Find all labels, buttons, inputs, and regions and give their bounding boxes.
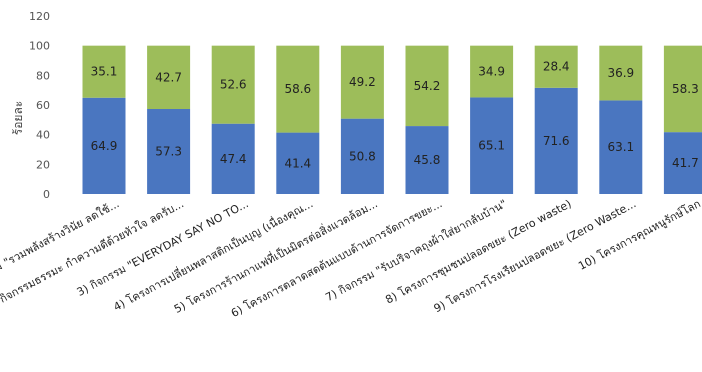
bar-segment-upper [340, 45, 384, 119]
data-label: 36.9 [607, 66, 634, 80]
bar-segment-upper [405, 45, 449, 127]
bar-segment-lower [340, 118, 384, 194]
bar-segment-lower [82, 97, 126, 194]
data-label: 64.9 [91, 139, 118, 153]
data-label: 54.2 [414, 79, 441, 93]
bar-segment-lower [470, 97, 514, 194]
y-axis-label: ร้อยละ [11, 101, 25, 135]
y-axis: 0 20 40 60 80 100 120 [29, 10, 50, 201]
data-label: 63.1 [607, 140, 634, 154]
y-tick-label: 100 [29, 40, 50, 53]
y-tick-label: 120 [29, 10, 50, 23]
bar-segment-lower [276, 132, 320, 194]
data-label: 65.1 [478, 139, 505, 153]
x-category-label: 10) โครงการคุณหนูรักษ์โลก [576, 196, 702, 272]
data-label: 52.6 [220, 78, 247, 92]
data-label: 58.6 [284, 82, 311, 96]
bar-segment-upper [276, 45, 320, 133]
y-tick-label: 60 [36, 99, 50, 112]
data-label: 45.8 [414, 153, 441, 167]
bar-segment-lower [405, 126, 449, 194]
bar-segment-upper [534, 45, 578, 88]
bar-segment-upper [663, 45, 702, 133]
data-label: 41.4 [284, 156, 311, 170]
data-label: 49.2 [349, 75, 376, 89]
data-label: 47.4 [220, 152, 247, 166]
data-label: 58.3 [672, 82, 699, 96]
y-tick-label: 0 [43, 188, 50, 201]
data-label: 35.1 [91, 65, 118, 79]
bar-labels: 64.9 35.1 57.3 42.7 47.4 52.6 41.4 58.6 50.8 49.2… [91, 60, 699, 171]
data-label: 50.8 [349, 149, 376, 163]
y-tick-label: 80 [36, 69, 50, 82]
bar-segment-upper [211, 45, 255, 124]
bar-segment-lower [211, 123, 255, 194]
data-label: 42.7 [155, 70, 182, 84]
bar-segment-lower [663, 132, 702, 194]
bar-segment-lower [534, 87, 578, 194]
data-label: 57.3 [155, 145, 182, 159]
bar-segment-upper [147, 45, 191, 110]
y-tick-label: 40 [36, 129, 50, 142]
data-label: 41.7 [672, 156, 699, 170]
category-labels: 1) กิจกรรม "รวมพลังสร้างวินัย ลดใช้...2)… [0, 195, 702, 320]
bar-segment-lower [147, 109, 191, 194]
data-label: 34.9 [478, 65, 505, 79]
y-tick-label: 20 [36, 158, 50, 171]
bar-segment-upper [599, 45, 643, 101]
bar-segment-upper [82, 45, 126, 98]
data-label: 71.6 [543, 134, 570, 148]
bar-segment-lower [599, 100, 643, 194]
bar-segment-upper [470, 45, 514, 98]
data-label: 28.4 [543, 60, 570, 74]
bars [82, 45, 702, 194]
